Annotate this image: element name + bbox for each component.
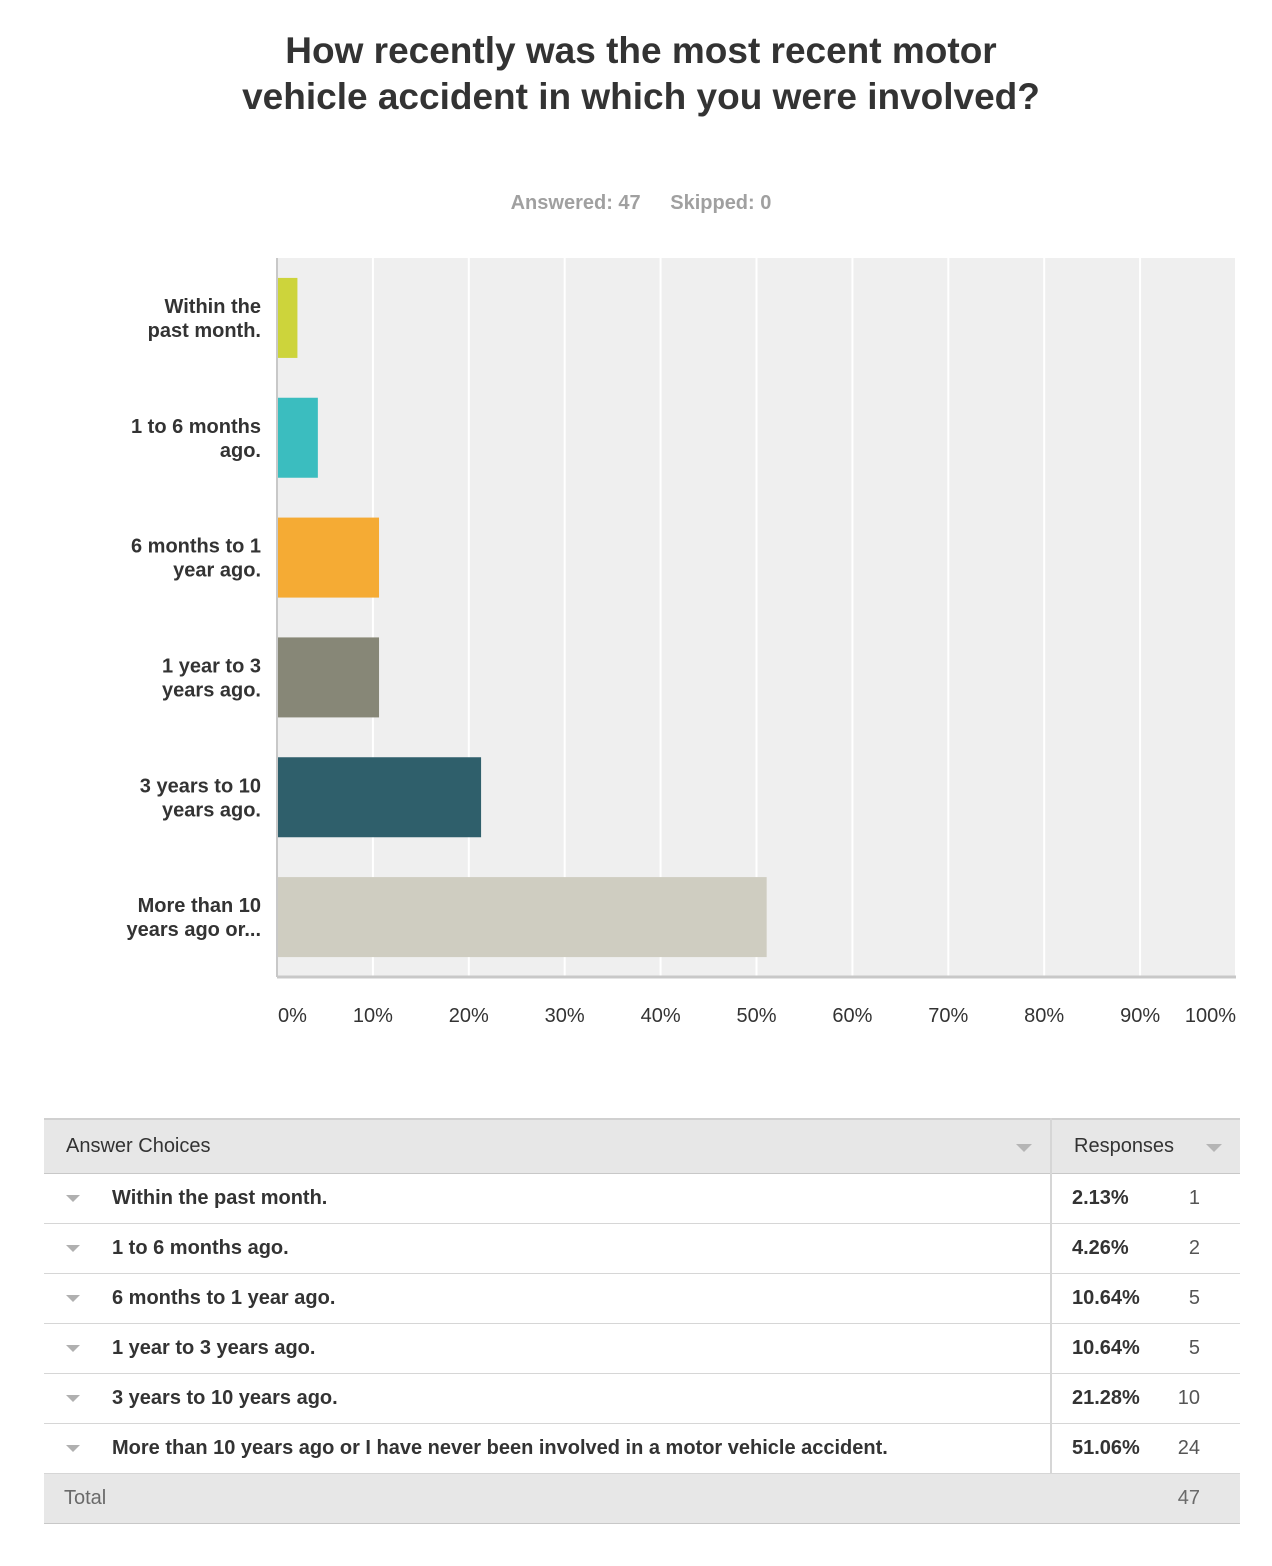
bar (278, 397, 318, 478)
category-label: 6 months to 1 year ago. (131, 536, 261, 582)
answer-choices-label: Answer Choices (66, 1135, 211, 1157)
table-row: 1 year to 3 years ago. 10.64% 5 (44, 1323, 1240, 1374)
total-count: 47 (1172, 1473, 1240, 1524)
responses-header[interactable]: Responses (1051, 1118, 1240, 1174)
expand-arrow-icon[interactable] (66, 1195, 80, 1203)
answer-choices-header[interactable]: Answer Choices (44, 1118, 1052, 1174)
tick-label: 80% (1024, 1005, 1064, 1027)
sort-arrow-icon[interactable] (1206, 1143, 1222, 1152)
response-percent: 21.28% (1051, 1373, 1172, 1424)
response-percent: 4.26% (1051, 1223, 1172, 1274)
tick-label: 60% (832, 1005, 872, 1027)
total-row: Total 47 (44, 1473, 1240, 1524)
table-row: 6 months to 1 year ago. 10.64% 5 (44, 1273, 1240, 1324)
response-percent: 51.06% (1051, 1423, 1172, 1474)
tick-label: 30% (545, 1005, 585, 1027)
question-title: How recently was the most recent motor v… (242, 30, 1040, 117)
category-label: 1 to 6 months ago. (131, 416, 261, 462)
tick-label: 10% (353, 1005, 393, 1027)
sort-arrow-icon[interactable] (1016, 1143, 1032, 1152)
choice-label: More than 10 years ago or I have never b… (112, 1437, 888, 1460)
bar (278, 277, 298, 358)
tick-label: 70% (928, 1005, 968, 1027)
expand-arrow-icon[interactable] (66, 1395, 80, 1403)
total-label: Total (64, 1487, 107, 1509)
category-label: 1 year to 3 years ago. (162, 655, 261, 701)
table-row: More than 10 years ago or I have never b… (44, 1423, 1240, 1474)
choice-label: 1 year to 3 years ago. (112, 1337, 316, 1360)
category-label: 3 years to 10 years ago. (140, 775, 261, 821)
tick-label: 100% (1185, 1005, 1236, 1027)
choice-label: 6 months to 1 year ago. (112, 1287, 336, 1310)
category-label: More than 10 years ago or... (126, 895, 261, 941)
response-stats: Answered: 47 Skipped: 0 (0, 192, 1272, 215)
response-count: 2 (1172, 1223, 1240, 1274)
bar (278, 877, 767, 958)
response-count: 24 (1172, 1423, 1240, 1474)
tick-label: 90% (1120, 1005, 1160, 1027)
expand-arrow-icon[interactable] (66, 1345, 80, 1353)
responses-table: Answer Choices Responses Within the past… (44, 1118, 1240, 1524)
table-row: Within the past month. 2.13% 1 (44, 1173, 1240, 1224)
response-count: 5 (1172, 1323, 1240, 1374)
response-percent: 10.64% (1051, 1323, 1172, 1374)
skipped-count: Skipped: 0 (670, 192, 772, 214)
expand-arrow-icon[interactable] (66, 1245, 80, 1253)
bar (278, 637, 380, 718)
category-label: Within the past month. (148, 296, 261, 342)
bar-chart: Within the past month. 1 to 6 months ago. 6 … (126, 258, 1237, 1027)
responses-label: Responses (1074, 1135, 1175, 1157)
choice-label: 1 to 6 months ago. (112, 1237, 289, 1260)
tick-label: 0% (278, 1005, 307, 1027)
response-count: 1 (1172, 1173, 1240, 1224)
bar (278, 757, 482, 838)
response-count: 10 (1172, 1373, 1240, 1424)
expand-arrow-icon[interactable] (66, 1295, 80, 1303)
choice-label: 3 years to 10 years ago. (112, 1387, 338, 1410)
tick-label: 20% (449, 1005, 489, 1027)
tick-label: 40% (641, 1005, 681, 1027)
response-percent: 10.64% (1051, 1273, 1172, 1324)
table-row: 1 to 6 months ago. 4.26% 2 (44, 1223, 1240, 1274)
table-header: Answer Choices Responses (44, 1118, 1240, 1174)
response-count: 5 (1172, 1273, 1240, 1324)
answered-count: Answered: 47 (510, 192, 641, 214)
response-percent: 2.13% (1051, 1173, 1172, 1224)
bar (278, 517, 380, 598)
expand-arrow-icon[interactable] (66, 1445, 80, 1453)
tick-label: 50% (736, 1005, 776, 1027)
choice-label: Within the past month. (112, 1187, 328, 1210)
table-row: 3 years to 10 years ago. 21.28% 10 (44, 1373, 1240, 1424)
